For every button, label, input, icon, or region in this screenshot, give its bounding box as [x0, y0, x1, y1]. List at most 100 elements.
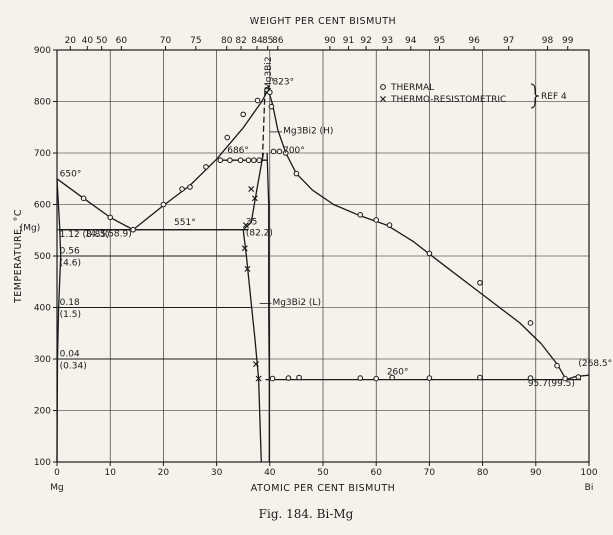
- top-tick-label-10: 86: [272, 36, 284, 46]
- x-tick-label-5: 50: [317, 468, 329, 478]
- x-tick-label-3: 30: [211, 468, 223, 478]
- top-tick-label-9: 85: [262, 36, 273, 46]
- y-tick-label-4: 500: [34, 252, 51, 262]
- thermal-point-31: [285, 375, 292, 381]
- thermal-point-1: [107, 214, 113, 221]
- top-tick-label-20: 99: [562, 36, 574, 46]
- y-tick-label-3: 400: [34, 304, 51, 314]
- top-tick-label-16: 95: [434, 36, 445, 46]
- y-tick-label-0: 100: [34, 458, 51, 468]
- resistometric-point-6: [255, 375, 262, 382]
- thermal-point-7: [217, 157, 224, 164]
- y-tick-label-8: 900: [34, 46, 51, 56]
- x-tick-label-1: 10: [104, 468, 116, 478]
- top-tick-label-14: 93: [382, 36, 393, 46]
- thermal-point-11: [251, 157, 257, 164]
- thermal-point-20: [276, 148, 283, 155]
- top-tick-label-8: 84: [251, 36, 263, 46]
- top-tick-label-19: 98: [542, 36, 554, 46]
- annotation-3: 1.12 (8.85): [60, 230, 110, 240]
- thermal-point-25: [386, 222, 393, 228]
- thermal-point-0: [80, 195, 87, 202]
- annotation-4: (Mg): [20, 223, 41, 233]
- annotation-1: 551°: [174, 218, 196, 228]
- top-tick-label-18: 97: [503, 36, 514, 46]
- thermal-point-32: [296, 374, 302, 381]
- resistometric-point-3: [241, 245, 248, 252]
- annotation-5: 0.56: [60, 246, 80, 256]
- legend-thermal-label: THERMAL: [390, 83, 434, 93]
- thermal-point-5: [187, 184, 193, 190]
- annotation-15: Mg3Bi2 (L): [272, 298, 321, 308]
- annotation-0: 650°: [60, 170, 82, 180]
- thermal-point-2: [130, 226, 136, 233]
- x-tick-label-9: 90: [530, 468, 542, 478]
- annotation-16: 35: [246, 218, 257, 228]
- thermal-point-8: [227, 157, 233, 164]
- thermal-point-15: [254, 97, 261, 104]
- top-tick-label-0: 20: [65, 36, 77, 46]
- x-axis-title: ATOMIC PER CENT BISMUTH: [251, 483, 396, 494]
- thermal-point-28: [527, 320, 534, 326]
- mg3bi2-h-boundary: [261, 89, 266, 161]
- annotation-11: 686°: [227, 146, 249, 156]
- annotation-6: (4.6): [60, 258, 81, 268]
- y-axis-title: TEMPERATURE, °C: [13, 209, 24, 304]
- thermal-point-40: [575, 374, 582, 380]
- thermal-point-26: [426, 250, 433, 257]
- top-tick-label-15: 94: [405, 36, 417, 46]
- x-tick-label-10: 100: [580, 468, 597, 478]
- annotation-14: Mg3Bi2 (H): [283, 126, 333, 136]
- thermal-point-21: [282, 150, 289, 156]
- thermal-point-34: [373, 375, 380, 382]
- thermal-point-38: [527, 375, 534, 381]
- annotation-9: 0.04: [60, 349, 80, 359]
- x-tick-label-8: 80: [477, 468, 489, 478]
- y-tick-label-7: 800: [34, 98, 51, 108]
- x-end-label-left: Mg: [50, 483, 63, 493]
- top-tick-label-17: 96: [468, 36, 480, 46]
- thermal-point-37: [477, 374, 483, 381]
- thermal-point-4: [179, 186, 185, 192]
- mg3bi2-l-right: [266, 152, 270, 462]
- thermal-point-22: [293, 170, 300, 177]
- y-tick-label-2: 300: [34, 355, 51, 365]
- top-tick-label-12: 91: [343, 36, 354, 46]
- annotation-13: 823°: [272, 78, 294, 88]
- thermal-point-10: [245, 157, 252, 164]
- thermal-point-18: [268, 103, 275, 110]
- resistometric-point-5: [252, 361, 259, 368]
- annotation-20: (268.5°): [578, 359, 613, 369]
- thermal-point-24: [373, 217, 380, 223]
- legend-thermal-marker: [380, 84, 386, 90]
- thermal-point-14: [240, 111, 246, 118]
- resistometric-point-4: [244, 265, 251, 272]
- annotation-2: 14.3(58.9): [85, 229, 132, 239]
- figure-caption: Fig. 184. Bi-Mg: [259, 507, 354, 521]
- legend: THERMAL THERMO-RESISTOMETRIC REF 4: [380, 83, 567, 109]
- thermal-point-36: [426, 375, 433, 381]
- annotation-12: 700°: [283, 146, 305, 156]
- thermal-point-3: [160, 201, 167, 208]
- top-tick-label-1: 40: [82, 36, 94, 46]
- x-tick-label-2: 20: [158, 468, 170, 478]
- top-axis-title: WEIGHT PER CENT BISMUTH: [250, 16, 396, 27]
- legend-resistometric-marker: [380, 96, 386, 102]
- axes: 0 10 20 30 40 50 60 70 80 90 100100200300400500600…: [13, 16, 598, 521]
- x-tick-label-0: 0: [54, 468, 60, 478]
- y-tick-label-5: 600: [34, 201, 51, 211]
- top-tick-label-3: 60: [116, 36, 128, 46]
- composition-lines: [57, 229, 257, 360]
- top-tick-label-5: 75: [190, 36, 201, 46]
- compound-vertical-label: Mg3Bi2: [264, 56, 274, 90]
- x-tick-label-6: 60: [370, 468, 382, 478]
- annotation-18: 260°: [387, 367, 409, 377]
- top-tick-label-6: 80: [221, 36, 233, 46]
- x-tick-label-7: 70: [424, 468, 436, 478]
- thermal-point-27: [477, 279, 483, 286]
- annotation-8: (1.5): [60, 310, 81, 320]
- thermal-point-39: [562, 375, 568, 382]
- liquidus-mg-side: [56, 178, 134, 231]
- thermal-point-17: [267, 89, 273, 96]
